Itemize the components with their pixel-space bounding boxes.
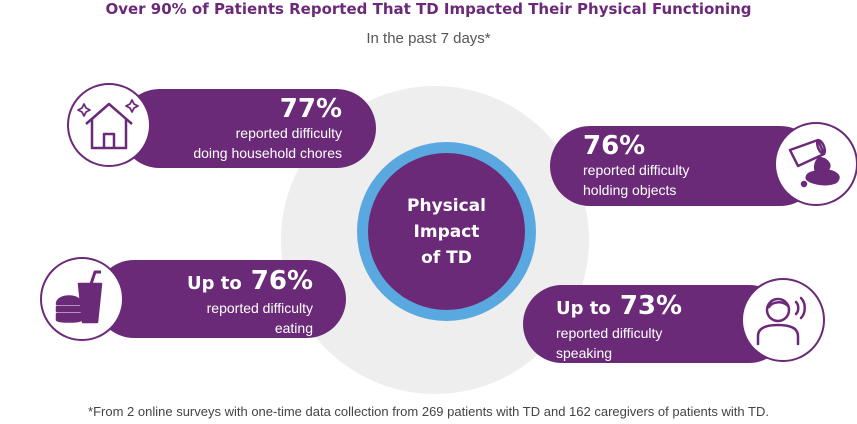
stat-value: 76% [583,131,646,161]
center-circle: Physical Impact of TD [368,153,525,310]
stat-desc-line1: reported difficulty [235,125,342,141]
center-label: Physical Impact of TD [407,195,486,268]
stat-desc-line2: holding objects [583,182,677,198]
page-subtitle: In the past 7 days* [366,30,491,47]
stat-prefix: Up to [556,298,611,319]
stat-pill-household: 77% reported difficulty doing household … [120,89,376,168]
stat-prefix: Up to [186,273,242,294]
stat-desc-line2: eating [274,320,313,336]
stat-pill-speaking: Up to 73% reported difficulty speaking [523,285,788,363]
stat-value: 76% [250,266,313,296]
food-icon [40,257,124,341]
stat-desc-line1: reported difficulty [583,162,690,178]
stat-value: 73% [619,291,683,321]
stat-desc-line1: reported difficulty [556,325,663,341]
stat-headline: Up to 76% [95,267,313,298]
footnote: *From 2 online surveys with one-time dat… [88,404,769,419]
stat-value: 77% [279,94,342,124]
house-icon [67,83,151,167]
stat-desc-line2: speaking [556,345,613,361]
stat-headline: Up to 73% [556,292,788,323]
spilled-cup-icon [774,122,857,206]
page-title: Over 90% of Patients Reported That TD Im… [105,0,752,18]
stat-desc-line2: doing household chores [193,145,342,161]
stat-desc-line1: reported difficulty [206,300,313,316]
stat-pill-eating: Up to 76% reported difficulty eating [95,260,346,338]
speaking-person-icon [741,278,825,362]
